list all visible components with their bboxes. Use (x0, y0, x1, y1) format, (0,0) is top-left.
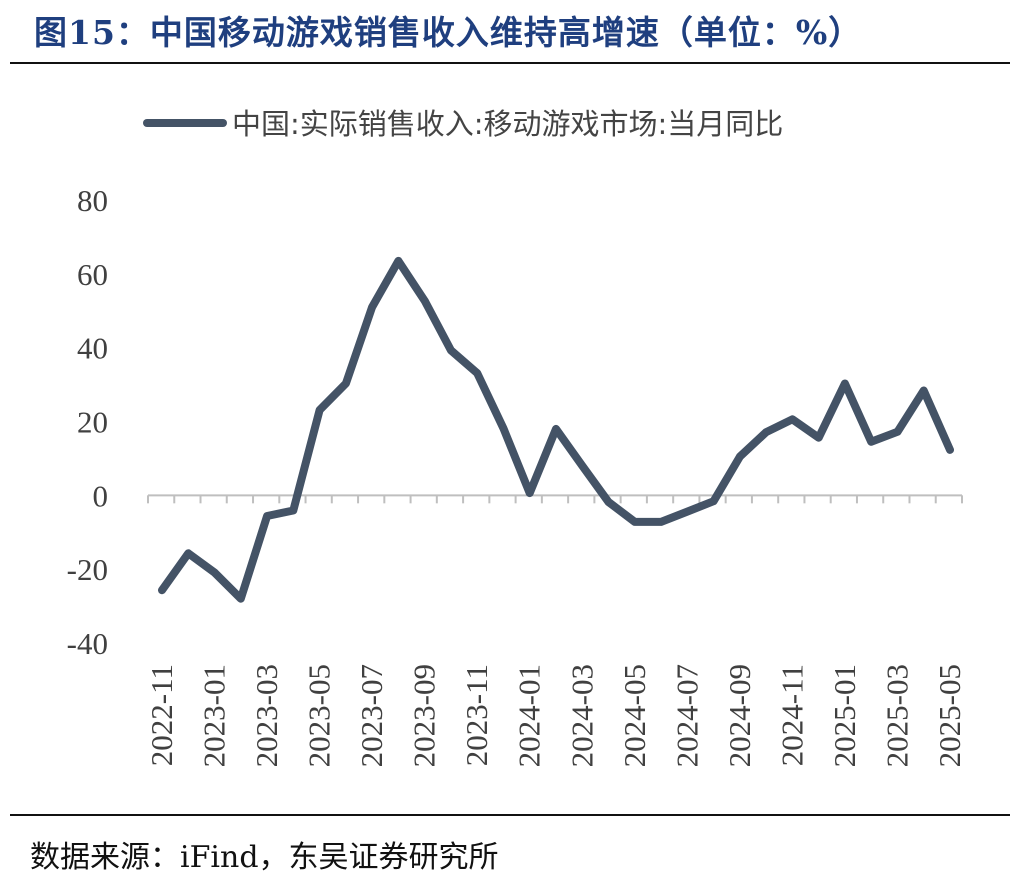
data-point (211, 568, 219, 576)
y-tick-label: 0 (93, 478, 109, 513)
data-point (421, 297, 429, 305)
x-tick-label: 2024-03 (564, 664, 599, 767)
data-point (552, 425, 560, 433)
x-tick-label: 2024-11 (774, 664, 809, 766)
data-point (368, 303, 376, 311)
x-tick-label: 2024-01 (512, 664, 547, 767)
data-point (342, 379, 350, 387)
data-point (237, 595, 245, 603)
data-point (526, 489, 534, 497)
x-tick-label: 2025-05 (932, 664, 967, 767)
data-point (394, 257, 402, 265)
data-point (631, 518, 639, 526)
data-point (605, 498, 613, 506)
x-axis: 2022-11 2023-01 2023-03 2023-05 2023-07 2023-… (144, 495, 967, 767)
data-point (867, 438, 875, 446)
data-point (710, 497, 718, 505)
data-point (289, 506, 297, 514)
data-point (184, 549, 192, 557)
x-tick-label: 2024-09 (722, 664, 757, 767)
y-tick-label: 80 (77, 183, 108, 218)
x-tick-label: 2023-05 (302, 664, 337, 767)
series-points (158, 257, 954, 603)
data-point (499, 425, 507, 433)
source-note: 数据来源：iFind，东吴证券研究所 (30, 840, 499, 875)
y-tick-label: -20 (67, 552, 108, 587)
data-point (578, 462, 586, 470)
data-point (158, 586, 166, 594)
x-tick-label: 2023-11 (459, 664, 494, 766)
x-tick-label: 2022-11 (144, 664, 179, 766)
x-tick-label: 2024-05 (617, 664, 652, 767)
data-point (762, 428, 770, 436)
data-point (263, 512, 271, 520)
data-point (447, 346, 455, 354)
y-tick-label: 40 (77, 331, 108, 366)
data-point (473, 369, 481, 377)
x-tick-label: 2023-09 (407, 664, 442, 767)
data-point (946, 446, 954, 454)
x-tick-label: 2023-01 (197, 664, 232, 767)
data-point (788, 415, 796, 423)
chart-title: 图15：中国移动游戏销售收入维持高增速（单位：%） (34, 13, 863, 52)
data-point (841, 379, 849, 387)
data-point (736, 453, 744, 461)
y-axis: 80 60 40 20 0 -20 -40 (67, 183, 108, 661)
x-tick-label: 2023-03 (249, 664, 284, 767)
title-rule (10, 62, 1010, 64)
x-tick-label: 2025-01 (827, 664, 862, 767)
data-point (920, 386, 928, 394)
y-tick-label: -40 (67, 626, 108, 661)
source-rule (10, 814, 1010, 816)
data-point (683, 508, 691, 516)
data-point (815, 434, 823, 442)
y-tick-label: 20 (77, 405, 108, 440)
data-point (657, 518, 665, 526)
x-tick-label: 2023-07 (354, 664, 389, 767)
data-point (316, 406, 324, 414)
legend-label: 中国:实际销售收入:移动游戏市场:当月同比 (232, 107, 783, 141)
x-tick-label: 2025-03 (879, 664, 914, 767)
legend: 中国:实际销售收入:移动游戏市场:当月同比 (143, 107, 783, 141)
y-tick-label: 60 (77, 257, 108, 292)
data-point (893, 428, 901, 436)
x-tick-label: 2024-07 (669, 664, 704, 767)
